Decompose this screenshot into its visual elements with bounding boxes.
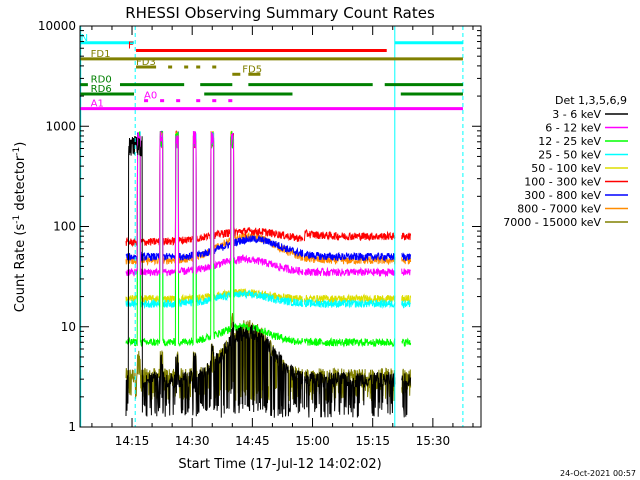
y-tick-label-5: 10000: [38, 19, 76, 33]
x-tick-label-6: 15:30: [416, 434, 451, 448]
legend-label-9: 7000 - 15000 keV: [503, 216, 601, 229]
y-tick-label-4: 1000: [45, 119, 76, 133]
x-tick-label-3: 14:45: [235, 434, 270, 448]
series-line-6: [125, 131, 412, 248]
y-tick-label-1: 1: [68, 420, 76, 434]
state-label-fd3: FD3: [136, 57, 156, 68]
state-label-a0: A0: [144, 91, 157, 102]
y-tick-label-2: 10: [61, 320, 76, 334]
series-line-4: [125, 131, 411, 310]
legend-label-8: 800 - 7000 keV: [517, 203, 601, 216]
x-axis-label: Start Time (17-Jul-12 14:02:02): [178, 457, 381, 472]
state-label-rd0: RD0: [91, 75, 112, 86]
x-tick-label-5: 15:15: [355, 434, 390, 448]
state-label-fd5: FD5: [242, 64, 262, 75]
series-line-2: [125, 130, 411, 278]
series-line-3: [125, 130, 412, 348]
state-label-fd1: FD1: [91, 49, 111, 60]
legend-label-6: 100 - 300 keV: [524, 176, 601, 189]
legend-label-1: 3 - 6 keV: [552, 108, 601, 121]
legend-title: Det 1,3,5,6,9: [555, 94, 627, 107]
state-label-f: F: [128, 40, 134, 51]
series-line-5: [125, 131, 412, 305]
state-label-n: N: [81, 33, 88, 44]
y-tick-label-3: 100: [53, 220, 76, 234]
legend-label-4: 25 - 50 keV: [538, 149, 601, 162]
state-label-a1: A1: [91, 99, 104, 110]
series-line-1: [125, 136, 412, 418]
axes: 1 10 100 1000 10000 14:15 14:30 14:45 15:00 15:15…: [38, 19, 482, 448]
legend-label-7: 300 - 800 keV: [524, 189, 601, 202]
timestamp: 24-Oct-2021 00:57: [560, 469, 636, 478]
legend-label-5: 50 - 100 keV: [531, 162, 601, 175]
x-tick-label-1: 14:15: [115, 434, 150, 448]
series-line-7: [125, 130, 412, 263]
state-label-rd6: RD6: [91, 84, 112, 95]
y-axis-label: Count Rate (s-1 detector-1): [12, 142, 28, 313]
legend-label-2: 6 - 12 keV: [545, 122, 601, 135]
x-tick-label-4: 15:00: [295, 434, 330, 448]
x-tick-label-2: 14:30: [175, 434, 210, 448]
legend-label-3: 12 - 25 keV: [538, 135, 601, 148]
chart-title: RHESSI Observing Summary Count Rates: [125, 4, 435, 22]
